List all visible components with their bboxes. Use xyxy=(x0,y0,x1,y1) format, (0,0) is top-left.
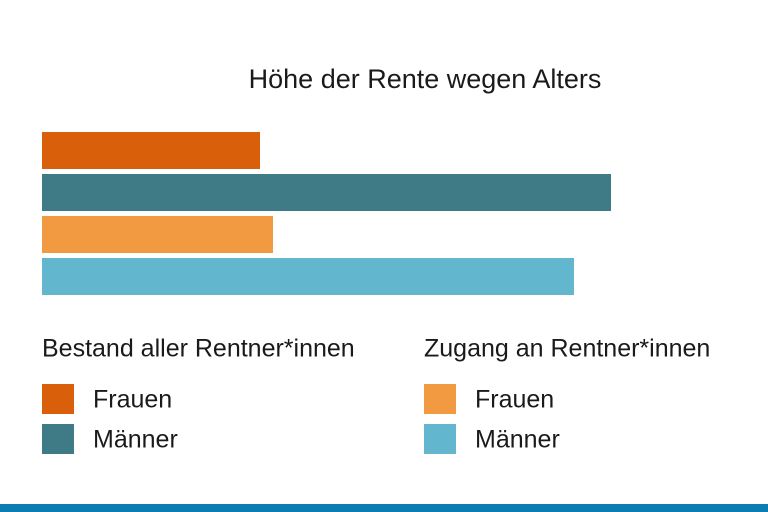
legend-label: Frauen xyxy=(93,386,172,414)
legend-swatch xyxy=(424,384,456,414)
legend-group-title: Zugang an Rentner*innen xyxy=(424,335,710,363)
bar xyxy=(42,258,574,295)
legend-swatch xyxy=(42,384,74,414)
bar xyxy=(42,216,273,253)
bar xyxy=(42,174,611,211)
footer-band xyxy=(0,504,768,512)
legend-swatch xyxy=(42,424,74,454)
legend-label: Frauen xyxy=(475,386,554,414)
bar xyxy=(42,132,260,169)
legend-label: Männer xyxy=(475,426,560,454)
legend-group-title: Bestand aller Rentner*innen xyxy=(42,335,355,363)
legend-label: Männer xyxy=(93,426,178,454)
chart-title: Höhe der Rente wegen Alters xyxy=(249,64,602,94)
legend-swatch xyxy=(424,424,456,454)
